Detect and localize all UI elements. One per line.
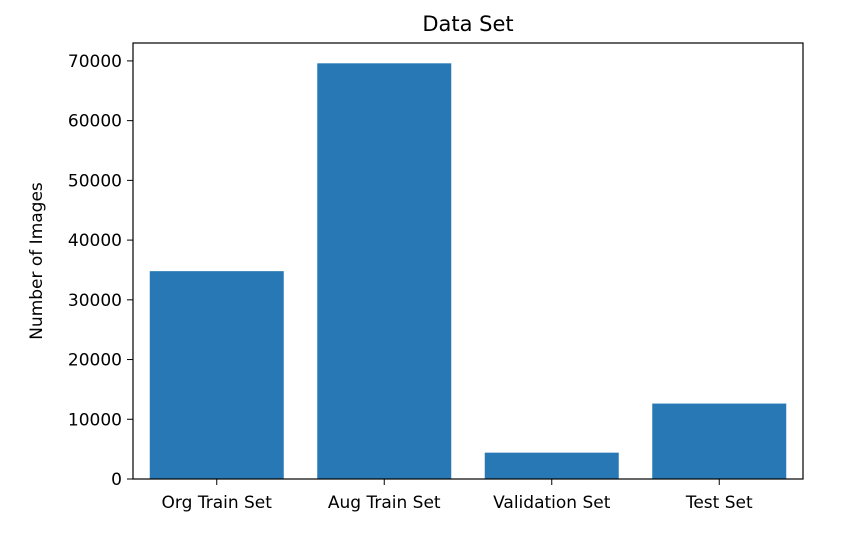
x-axis: Org Train Set Aug Train Set Validation Set… [162,479,753,513]
plot-frame [132,42,804,480]
y-axis: 0 10000 20000 30000 40000 50000 60000 70000 [68,52,133,490]
y-tick-label: 70000 [68,52,122,72]
y-tick-label: 50000 [68,171,122,191]
x-tick-label: Aug Train Set [328,493,441,513]
chart-title: Data Set [422,12,513,36]
y-tick-label: 10000 [68,410,122,430]
x-tick-label: Org Train Set [162,493,273,513]
y-tick-label: 0 [111,470,122,490]
bars-group [149,63,787,480]
y-tick-label: 60000 [68,112,122,132]
y-axis-label: Number of Images [27,182,47,340]
x-tick-label: Validation Set [493,493,611,513]
y-tick-label: 20000 [68,351,122,371]
y-tick-label: 30000 [68,291,122,311]
bar-test-set [652,403,787,479]
x-tick-label: Test Set [685,493,753,513]
y-tick-label: 40000 [68,231,122,251]
bar-aug-train-set [317,63,452,480]
bar-org-train-set [149,271,284,479]
bar-validation-set [484,452,619,479]
